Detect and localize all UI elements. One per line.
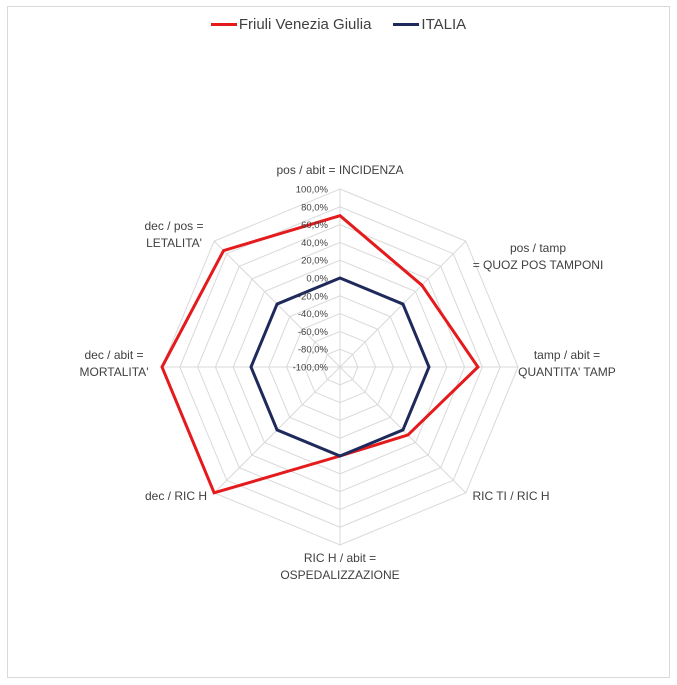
axis-label: RIC TI / RIC H [472, 489, 549, 503]
axis-label: = QUOZ POS TAMPONI [473, 258, 604, 272]
tick-label: 100,0% [296, 185, 329, 196]
axis-label: QUANTITA' TAMP [518, 365, 616, 379]
axis-label: tamp / abit = [534, 348, 600, 362]
axis-label: dec / abit = [84, 348, 143, 362]
axis-label: OSPEDALIZZAZIONE [280, 568, 399, 582]
tick-label: 40,0% [301, 238, 328, 249]
axis-label: LETALITA' [146, 236, 202, 250]
tick-label: 60,0% [301, 220, 328, 231]
legend-label-italia: ITALIA [421, 15, 467, 33]
tick-label: 80,0% [301, 202, 328, 213]
tick-label: 20,0% [301, 256, 328, 267]
chart-area [7, 6, 670, 678]
tick-label: -40,0% [298, 309, 329, 320]
tick-label: -100,0% [293, 363, 329, 374]
tick-label: -60,0% [298, 327, 329, 338]
axis-label: dec / RIC H [145, 489, 207, 503]
axis-label: RIC H / abit = [304, 551, 376, 565]
legend-swatch-italia [393, 22, 420, 26]
legend-swatch-friuli [210, 22, 237, 26]
legend-item-friuli[interactable]: Friuli Venezia Giulia [210, 15, 372, 33]
tick-label: -20,0% [298, 291, 329, 302]
axis-label: dec / pos = [144, 219, 203, 233]
tick-label: -80,0% [298, 345, 329, 356]
axis-label: MORTALITA' [80, 365, 149, 379]
legend-label-friuli: Friuli Venezia Giulia [238, 15, 372, 33]
series-line-italia [249, 276, 431, 458]
axis-label: pos / abit = INCIDENZA [276, 163, 403, 177]
tick-label: 0,0% [306, 274, 328, 285]
legend: Friuli Venezia Giulia ITALIA [0, 12, 677, 36]
legend-item-italia[interactable]: ITALIA [393, 16, 466, 33]
axis-label: pos / tamp [510, 241, 566, 255]
